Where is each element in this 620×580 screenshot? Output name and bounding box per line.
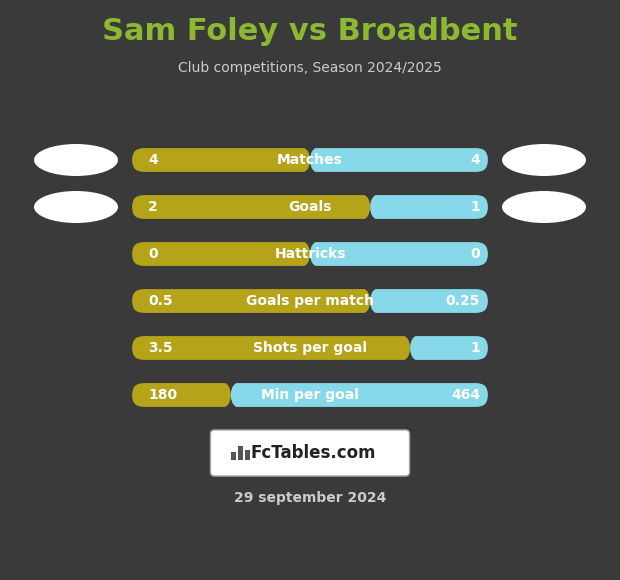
FancyBboxPatch shape (130, 381, 231, 409)
FancyBboxPatch shape (130, 146, 310, 174)
Text: Shots per goal: Shots per goal (253, 341, 367, 355)
FancyBboxPatch shape (231, 452, 236, 460)
FancyBboxPatch shape (130, 193, 370, 221)
Text: Matches: Matches (277, 153, 343, 167)
Text: 29 september 2024: 29 september 2024 (234, 491, 386, 505)
FancyBboxPatch shape (237, 446, 242, 460)
Text: 1: 1 (470, 200, 480, 214)
Text: 0: 0 (471, 247, 480, 261)
Text: 0.5: 0.5 (148, 294, 172, 308)
Ellipse shape (34, 144, 118, 176)
Text: Min per goal: Min per goal (261, 388, 359, 402)
FancyBboxPatch shape (410, 334, 490, 362)
FancyBboxPatch shape (130, 240, 310, 268)
Text: 180: 180 (148, 388, 177, 402)
Text: 464: 464 (451, 388, 480, 402)
Text: 2: 2 (148, 200, 157, 214)
Ellipse shape (34, 191, 118, 223)
Text: Sam Foley vs Broadbent: Sam Foley vs Broadbent (102, 17, 518, 46)
Text: 0: 0 (148, 247, 157, 261)
FancyBboxPatch shape (130, 334, 410, 362)
Text: FcTables.com: FcTables.com (250, 444, 376, 462)
Text: 0.25: 0.25 (446, 294, 480, 308)
FancyBboxPatch shape (211, 430, 409, 476)
FancyBboxPatch shape (130, 287, 370, 315)
Text: Goals per match: Goals per match (246, 294, 374, 308)
FancyBboxPatch shape (231, 381, 490, 409)
Ellipse shape (502, 191, 586, 223)
Text: Goals: Goals (288, 200, 332, 214)
FancyBboxPatch shape (310, 240, 490, 268)
FancyBboxPatch shape (370, 193, 490, 221)
Text: Club competitions, Season 2024/2025: Club competitions, Season 2024/2025 (178, 61, 442, 75)
FancyBboxPatch shape (244, 450, 249, 460)
FancyBboxPatch shape (370, 287, 490, 315)
FancyBboxPatch shape (310, 146, 490, 174)
Text: 3.5: 3.5 (148, 341, 172, 355)
Ellipse shape (502, 144, 586, 176)
Text: 4: 4 (148, 153, 157, 167)
Text: 1: 1 (470, 341, 480, 355)
Text: Hattricks: Hattricks (274, 247, 346, 261)
Text: 4: 4 (470, 153, 480, 167)
